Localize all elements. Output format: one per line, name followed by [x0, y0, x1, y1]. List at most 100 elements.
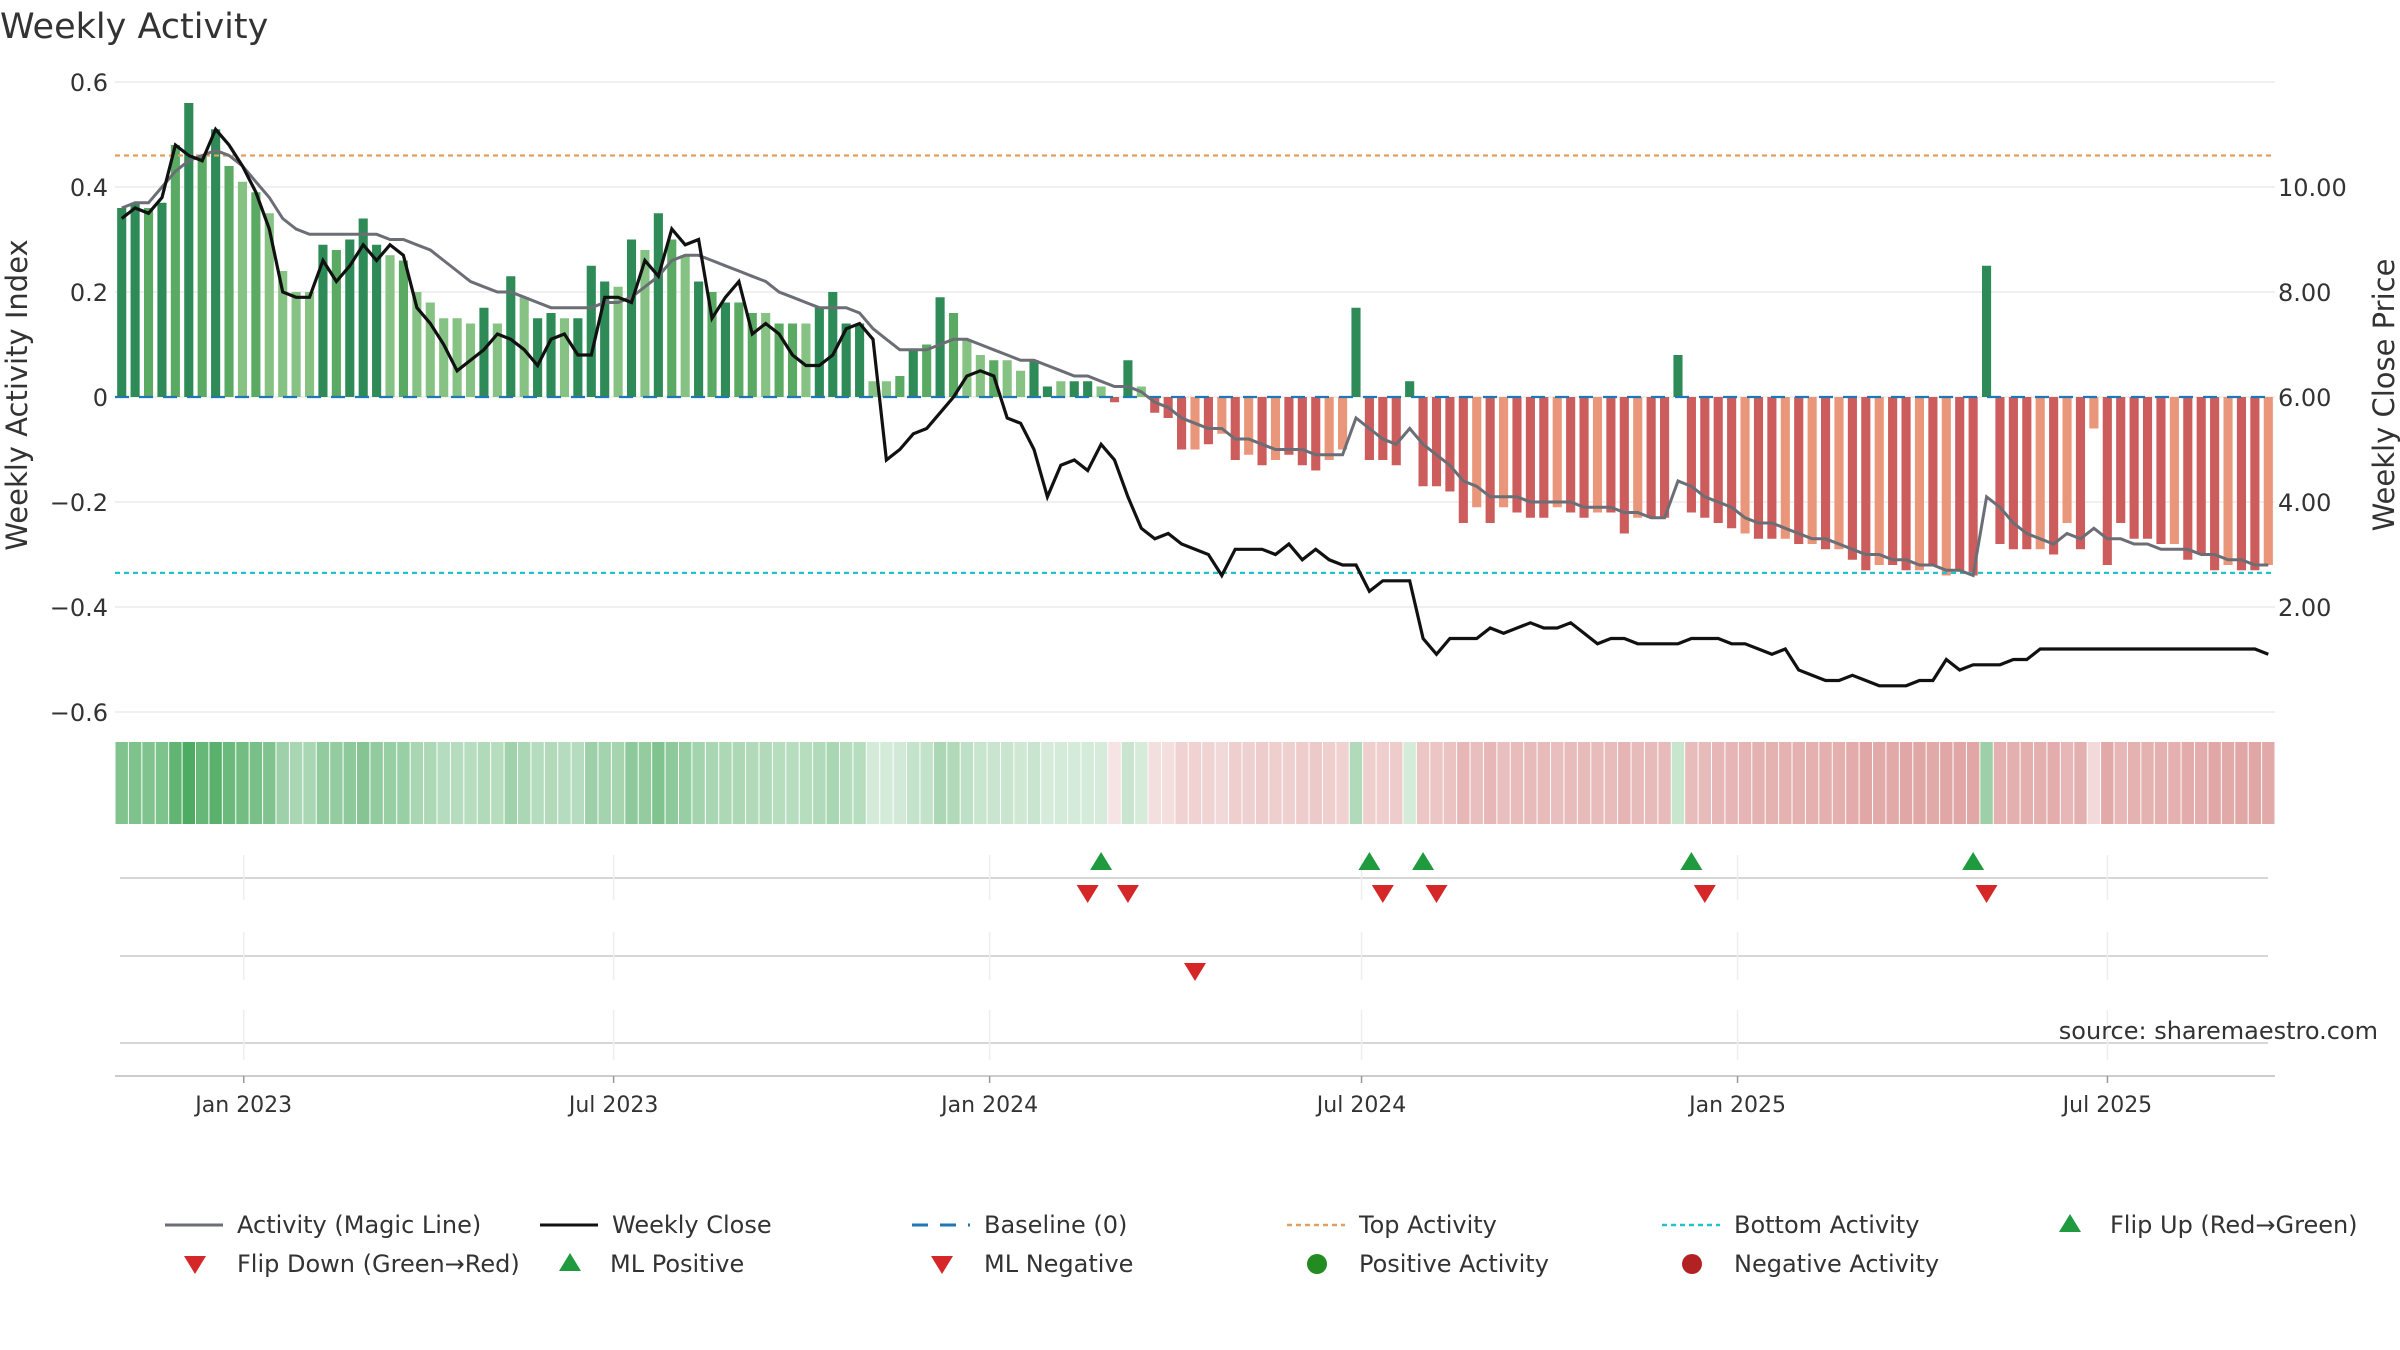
heat-cell [142, 742, 155, 824]
heat-cell [1698, 742, 1712, 824]
activity-bar [680, 255, 690, 397]
heat-cell [1027, 742, 1041, 824]
heat-cell [464, 742, 477, 824]
x-tick-label: Jan 2023 [193, 1093, 292, 1118]
activity-bar [2263, 397, 2273, 565]
heat-cell [343, 742, 356, 824]
heat-cell [1644, 742, 1658, 824]
heat-cell [2195, 742, 2208, 824]
y-left-tick-label: 0.4 [70, 174, 108, 202]
activity-bar [908, 349, 918, 397]
heat-cell [1443, 742, 1457, 824]
heat-cell [370, 742, 383, 824]
activity-bar [1794, 397, 1804, 544]
activity-bar [1029, 360, 1039, 397]
activity-bar [1539, 397, 1549, 518]
heat-cell [2114, 742, 2127, 824]
heat-cell [866, 742, 880, 824]
activity-bar [868, 381, 878, 397]
heat-cell [1577, 742, 1591, 824]
y-left-tick-label: −0.6 [50, 699, 108, 727]
heat-cell [1846, 742, 1859, 824]
activity-bar [1847, 397, 1857, 560]
activity-bar [586, 265, 596, 397]
heat-cell [1376, 742, 1390, 824]
heat-cell [1658, 742, 1671, 824]
heat-cell [169, 742, 182, 824]
legend-swatch-positive-dot [1307, 1254, 1327, 1274]
heat-cell [571, 742, 585, 824]
heat-cell [303, 742, 316, 824]
heat-cell [732, 742, 746, 824]
heat-cell [1202, 742, 1215, 824]
heat-cell [2168, 742, 2181, 824]
heat-cell [2060, 742, 2074, 824]
heat-cell [2074, 742, 2087, 824]
activity-bar [1525, 397, 1535, 518]
activity-bar [304, 292, 315, 397]
y-right-tick-label: 4.00 [2278, 489, 2331, 517]
activity-bar [2035, 397, 2045, 550]
activity-bar [318, 244, 328, 397]
activity-bar [1660, 397, 1670, 518]
heat-cell [1322, 742, 1336, 824]
activity-bar [157, 202, 167, 397]
activity-bar [2062, 397, 2072, 523]
activity-bar [1955, 397, 1965, 571]
y-left-tick-label: 0.6 [70, 69, 108, 97]
source-label: source: sharemaestro.com [2059, 1017, 2378, 1045]
activity-bar [264, 213, 274, 397]
activity-bar [1230, 397, 1240, 460]
series-lines [120, 126, 2269, 688]
activity-bar [251, 192, 261, 397]
activity-bar [197, 155, 207, 397]
heat-cell [1336, 742, 1349, 824]
heat-cell [2181, 742, 2195, 824]
activity-bar [1981, 265, 1992, 397]
activity-bar [1284, 397, 1294, 455]
heat-cell [826, 742, 839, 824]
activity-bar [855, 323, 865, 397]
signal-panels [120, 852, 2268, 1060]
heat-cell [759, 742, 772, 824]
heat-cell [1993, 742, 2007, 824]
activity-bar [1217, 397, 1227, 434]
activity-bar [600, 281, 610, 397]
heat-cell [1497, 742, 1510, 824]
activity-bar [881, 381, 891, 397]
activity-bar [2102, 397, 2112, 565]
flip-up-marker [1680, 852, 1703, 870]
heat-cell [1953, 742, 1966, 824]
y-left-tick-label: 0 [93, 384, 108, 412]
heat-cell [1269, 742, 1282, 824]
activity-bar [2116, 397, 2126, 523]
heat-cell [1537, 742, 1551, 824]
activity-bar [291, 292, 301, 397]
activity-bar [2089, 397, 2099, 429]
heat-cell [2007, 742, 2020, 824]
heat-cell [1618, 742, 1631, 824]
activity-bar [2142, 397, 2153, 539]
heat-cell [705, 742, 719, 824]
heat-cell [477, 742, 491, 824]
heat-cell [1551, 742, 1564, 824]
y-right-tick-label: 6.00 [2278, 384, 2331, 412]
heat-cell [1873, 742, 1886, 824]
activity-bar [922, 344, 932, 397]
heat-cell [383, 742, 397, 824]
heat-cell [1899, 742, 1913, 824]
heat-cell [195, 742, 209, 824]
activity-bar [2250, 397, 2260, 571]
activity-bar [1606, 397, 1616, 513]
heat-cell [2221, 742, 2235, 824]
legend-swatch-down-triangle [184, 1256, 206, 1274]
heat-cell [544, 742, 558, 824]
heat-cell [2248, 742, 2262, 824]
activity-bar [506, 276, 516, 397]
heat-cell [1725, 742, 1738, 824]
activity-bar [1767, 397, 1777, 539]
activity-bar [224, 166, 234, 397]
y-axis-right: 10.00 8.00 6.00 4.00 2.00 [2278, 174, 2347, 622]
heat-cell [2034, 742, 2047, 824]
